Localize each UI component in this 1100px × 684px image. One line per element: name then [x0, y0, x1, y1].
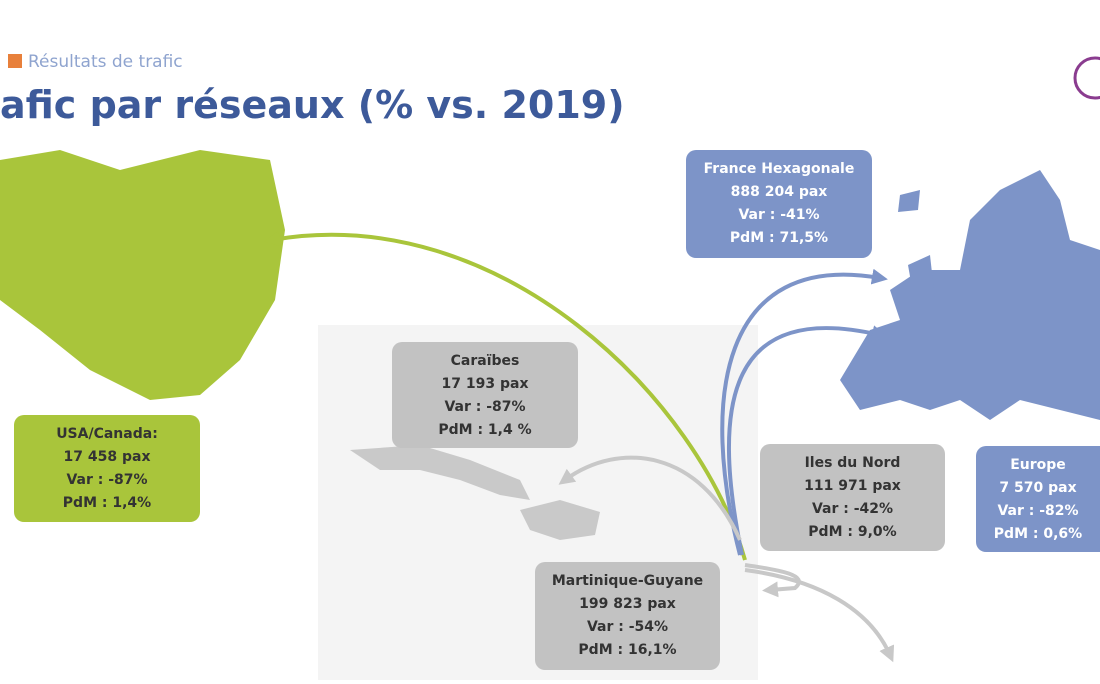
- arrow-guyane: [744, 568, 895, 663]
- box-line: Caraïbes: [450, 353, 520, 369]
- arrow-usa: [264, 230, 747, 561]
- box-line: 17 193 pax: [441, 376, 529, 392]
- box-line: France Hexagonale: [703, 161, 855, 177]
- arrow-iles-nord: [744, 563, 801, 598]
- europe: [840, 170, 1100, 420]
- box-europe: Europe 7 570 pax Var : -82% PdM : 0,6%: [976, 446, 1100, 552]
- arrow-caraibes: [558, 455, 742, 541]
- box-line: 17 458 pax: [63, 449, 151, 465]
- box-france: France Hexagonale 888 204 pax Var : -41% Pd…: [686, 150, 872, 258]
- arrow-europe: [727, 325, 888, 556]
- box-line: Iles du Nord: [804, 455, 901, 471]
- box-iles-nord: Iles du Nord 111 971 pax Var : -42% PdM : 9…: [760, 444, 945, 551]
- logo: [1073, 56, 1100, 100]
- box-line: 199 823 pax: [579, 596, 676, 612]
- slide-title: afic par réseaux (% vs. 2019): [0, 83, 625, 127]
- box-line: 7 570 pax: [999, 480, 1077, 496]
- box-line: Var : -87%: [66, 472, 148, 488]
- box-line: Martinique-Guyane: [551, 573, 704, 589]
- box-line: Var : -41%: [738, 207, 820, 223]
- box-line: Var : -82%: [997, 503, 1079, 519]
- box-line: PdM : 16,1%: [578, 642, 677, 658]
- box-martinique: Martinique-Guyane 199 823 pax Var : -54% Pd…: [535, 562, 720, 670]
- box-line: Var : -54%: [586, 619, 669, 635]
- box-line: Var : -87%: [444, 399, 526, 415]
- box-line: 111 971 pax: [804, 478, 901, 494]
- section-title: Résultats de trafic: [28, 52, 183, 72]
- arrow-france: [720, 268, 888, 556]
- box-line: PdM : 0,6%: [993, 526, 1083, 542]
- box-line: PdM : 9,0%: [808, 524, 897, 540]
- box-line: PdM : 1,4 %: [438, 422, 532, 438]
- box-line: Var : -42%: [811, 501, 894, 517]
- section-marker: [8, 54, 22, 68]
- box-usa: USA/Canada: 17 458 pax Var : -87% PdM : 1,4…: [14, 415, 200, 522]
- hispaniola: [520, 500, 600, 540]
- box-line: PdM : 71,5%: [729, 230, 829, 246]
- box-line: USA/Canada:: [56, 426, 158, 442]
- box-line: Europe: [1010, 457, 1066, 473]
- box-line: PdM : 1,4%: [62, 495, 152, 511]
- cuba: [350, 445, 530, 500]
- box-line: 888 204 pax: [730, 184, 828, 200]
- uk: [908, 255, 935, 305]
- box-caraibes: Caraïbes 17 193 pax Var : -87% PdM : 1,4 %: [392, 342, 578, 448]
- iceland: [898, 190, 920, 212]
- north-america: [0, 150, 285, 400]
